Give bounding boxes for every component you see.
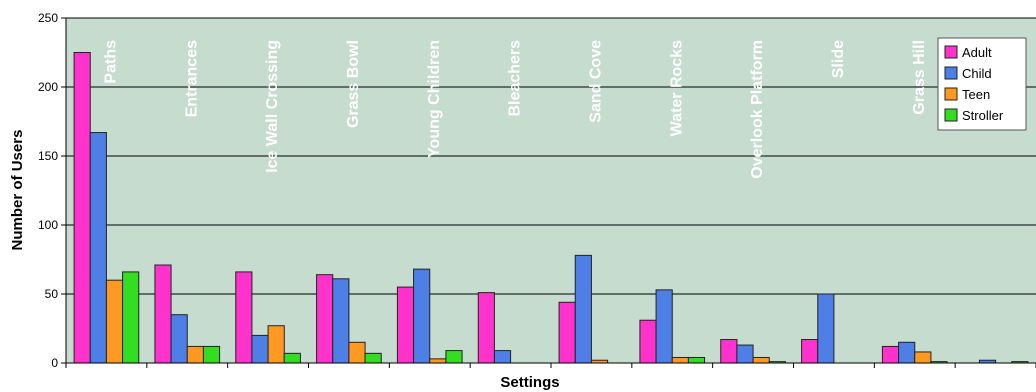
bar-child — [413, 268, 431, 364]
bar-adult — [235, 271, 253, 364]
y-axis-label: Number of Users — [9, 130, 26, 251]
bar-adult — [477, 292, 495, 364]
bar-adult — [639, 319, 657, 364]
y-tick-label: 0 — [51, 356, 58, 370]
bar-stroller — [445, 350, 463, 364]
category-label: Grass Bowl — [345, 40, 362, 128]
category-label: Grass Hill — [911, 40, 928, 115]
y-tick-label: 150 — [38, 149, 58, 163]
bar-teen — [671, 356, 689, 364]
bar-teen — [186, 345, 204, 364]
bar-teen — [105, 279, 124, 364]
legend-label: Adult — [962, 45, 992, 60]
bar-stroller — [687, 356, 706, 364]
category-label: Slide — [830, 40, 847, 78]
x-axis-ticks — [65, 363, 1036, 368]
legend-swatch — [944, 66, 958, 80]
category-label: Ice Wall Crossing — [264, 40, 281, 173]
legend-swatch — [944, 108, 958, 122]
bar-child — [736, 344, 754, 364]
legend-swatch — [944, 45, 958, 59]
bar-adult — [558, 301, 576, 364]
bar-stroller — [283, 352, 301, 364]
bar-teen — [429, 358, 447, 364]
bar-child — [170, 314, 188, 364]
category-label: Young Children — [426, 40, 443, 158]
legend-label: Child — [962, 66, 992, 81]
y-axis-ticks: 0 50 100 150 200 250 — [38, 11, 66, 370]
bar-child — [817, 293, 835, 364]
bar-adult — [881, 345, 900, 364]
bar-teen — [267, 325, 285, 364]
bar-child — [574, 254, 592, 364]
bar-adult — [154, 264, 172, 364]
bar-child — [251, 334, 269, 364]
bar-teen — [348, 341, 366, 364]
y-tick-label: 250 — [38, 11, 58, 25]
legend: Adult Child Teen Stroller — [937, 37, 1027, 131]
gridlines — [66, 17, 1036, 295]
legend-label: Stroller — [962, 108, 1004, 123]
bar-child — [493, 350, 512, 364]
category-label: Sand Cove — [587, 40, 604, 123]
y-tick-label: 200 — [38, 80, 58, 94]
category-label: Overlook Platform — [749, 40, 766, 179]
legend-swatch — [944, 87, 958, 101]
bar-stroller — [202, 345, 221, 364]
bar-adult — [801, 339, 819, 364]
bar-adult — [396, 286, 415, 364]
category-label: Paths — [102, 40, 119, 84]
bar-child — [89, 132, 107, 364]
bar-adult — [316, 274, 334, 364]
category-label: Water Rocks — [668, 40, 685, 136]
x-axis-label: Settings — [500, 374, 559, 391]
bar-child — [332, 278, 350, 364]
bar-stroller — [122, 271, 140, 364]
y-tick-label: 100 — [38, 218, 58, 232]
bar-adult — [720, 339, 738, 364]
bar-stroller — [364, 352, 382, 364]
category-label: Entrances — [183, 40, 200, 117]
bar-child — [898, 341, 916, 364]
y-tick-label: 50 — [45, 287, 59, 301]
bar-teen — [752, 356, 770, 364]
legend-label: Teen — [962, 87, 990, 102]
bar-adult — [73, 52, 91, 364]
legend-items: Adult Child Teen Stroller — [944, 45, 1004, 123]
plot-area — [66, 18, 1036, 363]
bar-child — [655, 289, 673, 364]
bar-teen — [914, 351, 932, 364]
category-label: Bleachers — [507, 40, 524, 117]
